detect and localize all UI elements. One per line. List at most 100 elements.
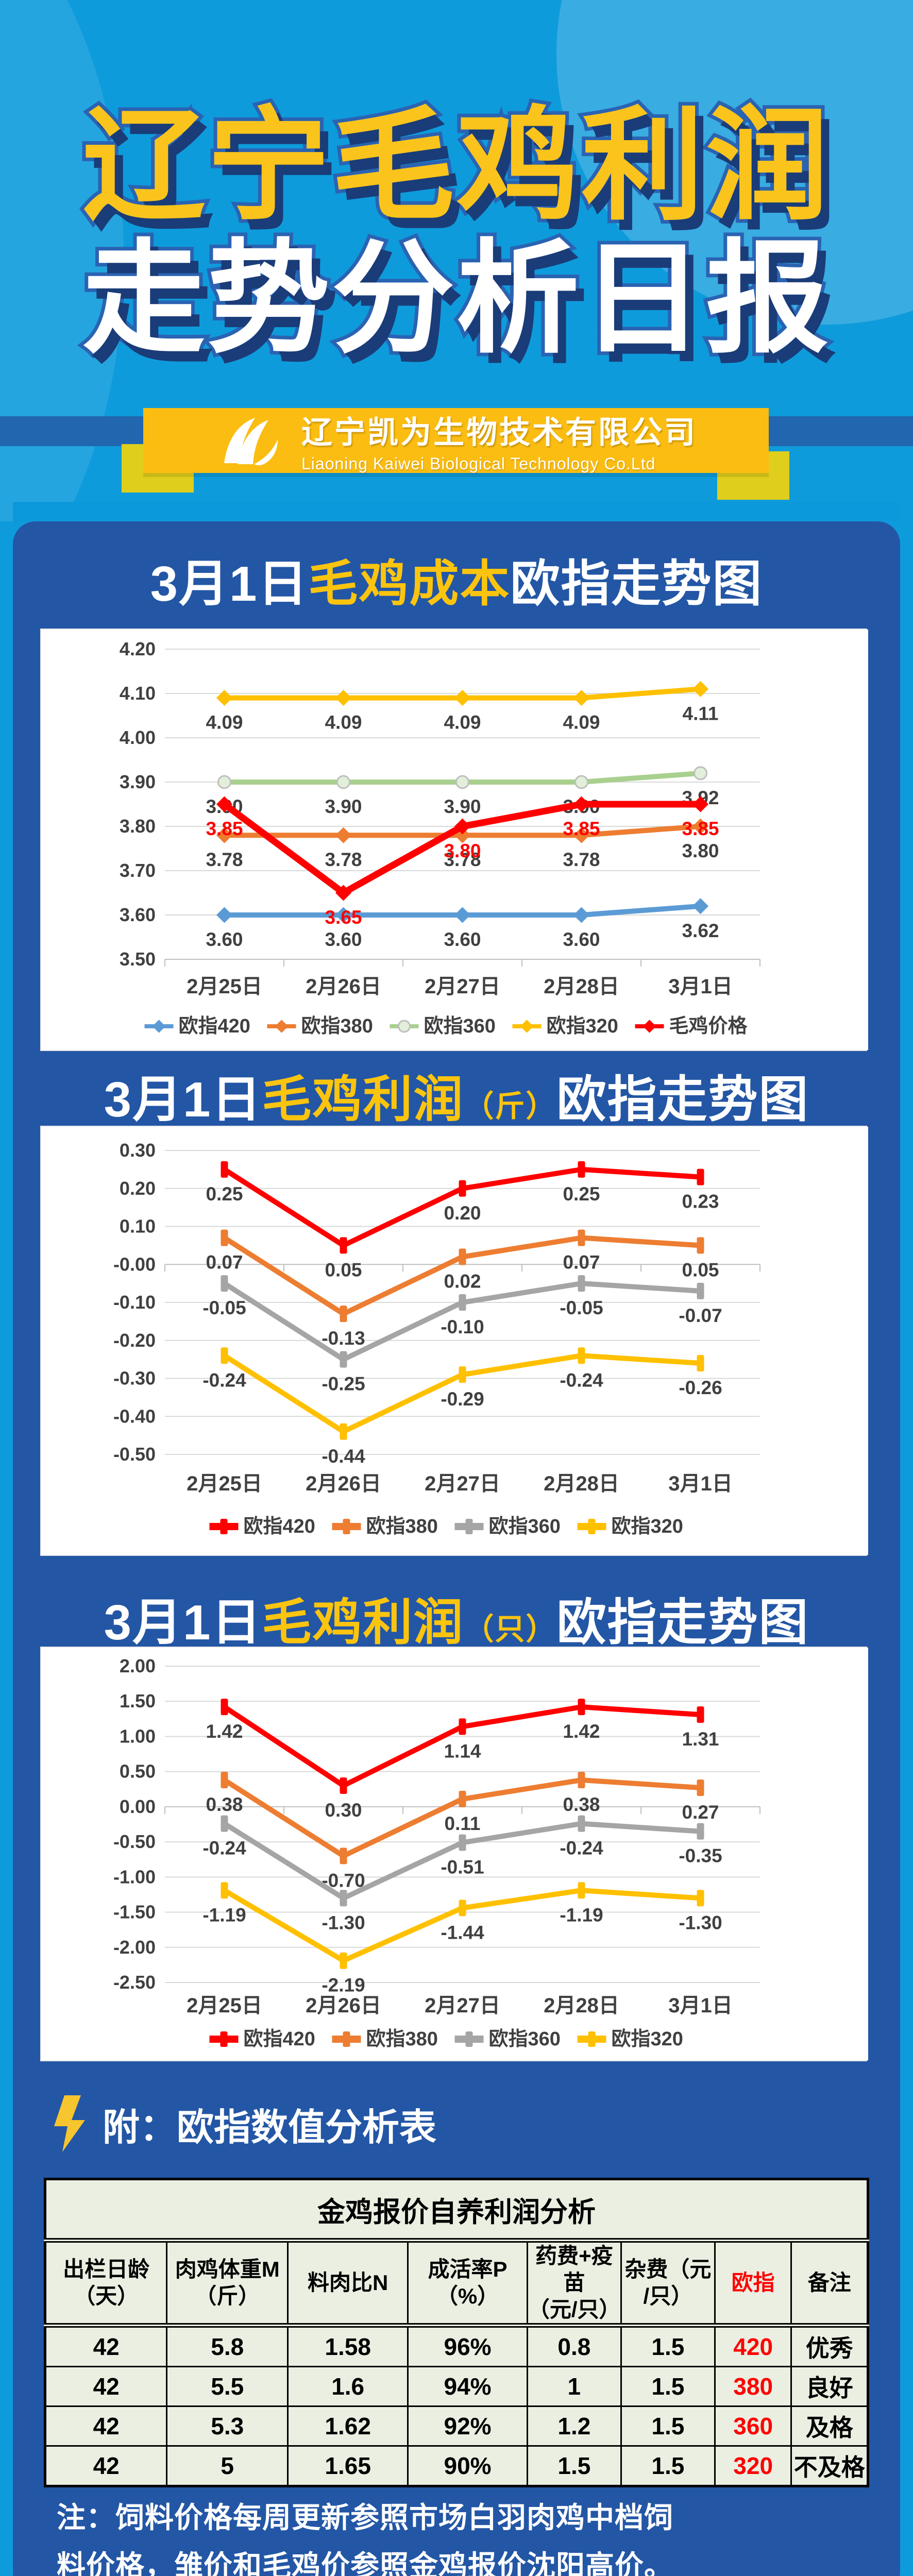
table-row: 42 5 1.65 90% 1.5 1.5 320 不及格 [44, 2445, 869, 2487]
table-header-row: 出栏日龄 （天） 肉鸡体重M （斤） 料肉比N 成活率P （%） 药费+疫苗 （元/只）… [44, 2240, 869, 2328]
table-cell: 1 [526, 2366, 622, 2407]
company-name-en: Liaoning Kaiwei Biological Technology Co… [301, 454, 656, 473]
svg-text:-0.44: -0.44 [322, 1446, 365, 1467]
svg-text:欧指420: 欧指420 [244, 1516, 315, 1537]
svg-text:-0.24: -0.24 [560, 1838, 603, 1859]
svg-text:3.85: 3.85 [563, 818, 600, 839]
svg-text:3.80: 3.80 [682, 840, 719, 861]
svg-text:毛鸡价格: 毛鸡价格 [669, 1015, 748, 1037]
svg-text:3.78: 3.78 [444, 849, 481, 870]
svg-text:0.38: 0.38 [563, 1794, 600, 1815]
table-cell: 1.5 [620, 2445, 716, 2487]
svg-text:-0.51: -0.51 [441, 1856, 484, 1877]
svg-text:2月26日: 2月26日 [306, 1472, 381, 1495]
company-name-cn: 辽宁凯为生物技术有限公司 [301, 415, 697, 450]
svg-text:0.05: 0.05 [325, 1259, 362, 1280]
svg-text:1.14: 1.14 [444, 1740, 481, 1761]
svg-text:-0.10: -0.10 [441, 1316, 484, 1337]
svg-text:0.20: 0.20 [120, 1178, 156, 1199]
table-cell: 1.5 [620, 2325, 716, 2367]
svg-text:欧指420: 欧指420 [244, 2028, 315, 2050]
table-cell: 42 [44, 2445, 168, 2487]
svg-text:-0.20: -0.20 [113, 1330, 156, 1351]
svg-text:2月28日: 2月28日 [544, 1472, 619, 1495]
svg-text:欧指320: 欧指320 [612, 2028, 683, 2050]
svg-text:0.10: 0.10 [120, 1216, 156, 1237]
svg-text:-0.05: -0.05 [560, 1297, 603, 1318]
svg-text:3.60: 3.60 [120, 904, 156, 925]
table-cell: 92% [407, 2405, 528, 2447]
svg-text:3.85: 3.85 [206, 818, 243, 839]
svg-text:3.62: 3.62 [682, 920, 719, 941]
svg-text:3.70: 3.70 [120, 860, 156, 881]
poster-title-line1: 辽宁毛鸡利润 [79, 97, 832, 235]
svg-text:2月26日: 2月26日 [306, 1994, 381, 2017]
svg-text:-1.00: -1.00 [113, 1866, 156, 1887]
table-cell: 90% [407, 2445, 528, 2487]
company-logo-icon [224, 418, 278, 465]
svg-text:4.09: 4.09 [444, 712, 481, 733]
svg-text:3月1日: 3月1日 [668, 975, 733, 998]
table-cell: 1.65 [287, 2445, 409, 2487]
svg-text:3.78: 3.78 [325, 849, 362, 870]
section1-highlight: 毛鸡成本 [308, 556, 511, 612]
svg-text:1.00: 1.00 [120, 1725, 156, 1747]
svg-text:3.65: 3.65 [325, 907, 362, 928]
section2-highlight: 毛鸡利润 [262, 1072, 464, 1127]
svg-text:4.09: 4.09 [563, 712, 600, 733]
table-title-row: 金鸡报价自养利润分析 [44, 2178, 869, 2243]
column-header: 料肉比N [287, 2240, 409, 2328]
svg-text:-0.40: -0.40 [113, 1405, 156, 1427]
table-row: 42 5.8 1.58 96% 0.8 1.5 420 优秀 [44, 2325, 869, 2367]
svg-text:0.25: 0.25 [206, 1183, 243, 1205]
svg-text:-2.00: -2.00 [113, 1937, 156, 1958]
svg-text:2月28日: 2月28日 [544, 975, 619, 998]
section-header-profit-jin: 3月1日毛鸡利润（斤）欧指走势图 [13, 1069, 900, 1138]
svg-text:0.11: 0.11 [445, 1813, 481, 1834]
column-header: 杂费（元 /只） [620, 2240, 716, 2328]
svg-text:3.78: 3.78 [563, 849, 600, 870]
svg-text:3.60: 3.60 [325, 929, 362, 950]
svg-text:3.90: 3.90 [444, 796, 481, 817]
header-area: 辽宁毛鸡利润 走势分析日报 辽宁凯为生物技术有限公司 Liaoning Kaiw… [0, 0, 913, 521]
column-header: 成活率P （%） [407, 2240, 528, 2328]
svg-text:-0.10: -0.10 [113, 1292, 156, 1313]
svg-text:-0.24: -0.24 [560, 1369, 603, 1391]
table-cell: 5.3 [166, 2405, 289, 2447]
section1-date: 3月1日 [150, 556, 309, 612]
profit-per-jin-chart: 0.30 0.20 0.10 -0.00 -0.10 -0.20 -0.30 -0.40 -0.… [40, 1126, 868, 1556]
decorative-strip [13, 502, 900, 521]
table-cell: 0.8 [526, 2325, 622, 2367]
table-row: 42 5.3 1.62 92% 1.2 1.5 360 及格 [44, 2405, 869, 2447]
section3-unit: （只） [464, 1613, 557, 1646]
column-header: 出栏日龄 （天） [44, 2240, 168, 2328]
table-cell: 94% [407, 2366, 528, 2407]
svg-text:3.80: 3.80 [444, 840, 481, 861]
svg-text:3.78: 3.78 [206, 849, 243, 870]
svg-text:0.50: 0.50 [120, 1761, 156, 1782]
svg-text:1.31: 1.31 [682, 1728, 719, 1750]
svg-text:4.11: 4.11 [683, 703, 719, 724]
svg-text:-1.30: -1.30 [679, 1912, 722, 1933]
svg-text:欧指380: 欧指380 [366, 2028, 438, 2050]
svg-text:4.10: 4.10 [120, 683, 156, 704]
table-cell: 5.5 [166, 2366, 289, 2407]
svg-text:-0.24: -0.24 [202, 1369, 246, 1391]
svg-text:-0.50: -0.50 [113, 1444, 156, 1465]
svg-text:0.38: 0.38 [206, 1794, 243, 1815]
svg-text:3.90: 3.90 [325, 796, 362, 817]
table-cell: 320 [714, 2445, 792, 2487]
table-cell: 及格 [790, 2405, 869, 2447]
section3-highlight: 毛鸡利润 [262, 1595, 464, 1650]
svg-text:4.09: 4.09 [206, 712, 243, 733]
svg-text:3.80: 3.80 [120, 816, 156, 837]
svg-text:4.20: 4.20 [120, 638, 156, 659]
svg-text:0.00: 0.00 [120, 1796, 156, 1817]
svg-text:欧指380: 欧指380 [366, 1516, 438, 1537]
appendix-header: 附：欧指数值分析表 [49, 2095, 436, 2152]
svg-text:欧指320: 欧指320 [612, 1516, 683, 1537]
svg-text:3.90: 3.90 [120, 771, 156, 792]
svg-text:-0.35: -0.35 [679, 1845, 722, 1867]
svg-text:0.30: 0.30 [325, 1800, 362, 1821]
svg-text:1.42: 1.42 [563, 1721, 600, 1742]
